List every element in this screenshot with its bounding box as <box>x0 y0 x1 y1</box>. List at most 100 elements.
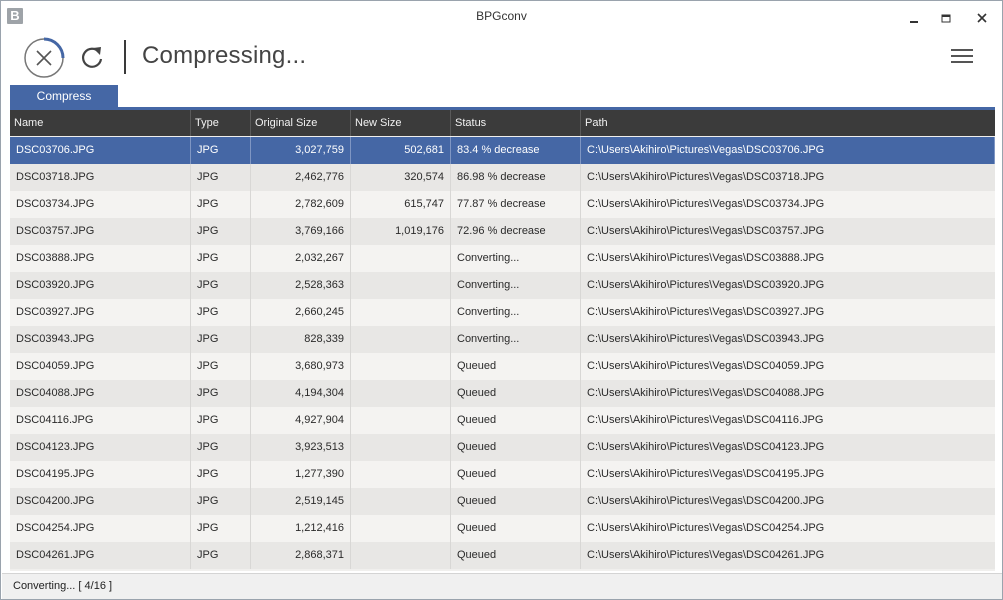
cell-type: JPG <box>191 461 251 488</box>
cell-path: C:\Users\Akihiro\Pictures\Vegas\DSC03734… <box>587 198 825 210</box>
table-row[interactable]: DSC03927.JPG JPG 2,660,245 Converting... C:\… <box>10 299 995 326</box>
cell-new-size <box>351 326 451 353</box>
cell-new-size <box>351 488 451 515</box>
cell-name: DSC04195.JPG <box>10 461 191 488</box>
cell-original-size: 2,528,363 <box>251 272 351 299</box>
cell-name: DSC03927.JPG <box>10 299 191 326</box>
cell-type: JPG <box>191 191 251 218</box>
column-header-type[interactable]: Type <box>191 110 251 136</box>
cell-type: JPG <box>191 299 251 326</box>
cell-type: JPG <box>191 218 251 245</box>
table-row[interactable]: DSC04195.JPG JPG 1,277,390 Queued C:\Users\A… <box>10 461 995 488</box>
cancel-icon <box>24 37 65 78</box>
column-header-original-size[interactable]: Original Size <box>251 110 351 136</box>
cell-name: DSC03920.JPG <box>10 272 191 299</box>
cell-status: Converting... <box>451 245 581 272</box>
menu-button[interactable] <box>951 49 973 67</box>
cell-original-size: 2,782,609 <box>251 191 351 218</box>
cell-type: JPG <box>191 515 251 542</box>
minimize-icon <box>910 21 918 23</box>
cell-new-size: 615,747 <box>351 191 451 218</box>
maximize-button[interactable] <box>931 7 961 29</box>
table-header: Name Type Original Size New Size Status … <box>10 110 995 136</box>
cell-new-size: 1,019,176 <box>351 218 451 245</box>
refresh-icon <box>81 47 103 68</box>
cell-name: DSC03888.JPG <box>10 245 191 272</box>
cell-new-size <box>351 434 451 461</box>
cell-path: C:\Users\Akihiro\Pictures\Vegas\DSC04200… <box>587 495 825 507</box>
cell-name: DSC04123.JPG <box>10 434 191 461</box>
cell-name: DSC03706.JPG <box>10 137 191 164</box>
cell-original-size: 4,927,904 <box>251 407 351 434</box>
cell-original-size: 2,660,245 <box>251 299 351 326</box>
hamburger-menu-icon <box>951 49 973 63</box>
cell-name: DSC04200.JPG <box>10 488 191 515</box>
cell-type: JPG <box>191 407 251 434</box>
minimize-button[interactable] <box>899 7 929 29</box>
table-row[interactable]: DSC03718.JPG JPG 2,462,776 320,574 86.98 % d… <box>10 164 995 191</box>
refresh-button[interactable] <box>79 43 105 71</box>
cell-original-size: 3,769,166 <box>251 218 351 245</box>
cell-type: JPG <box>191 353 251 380</box>
file-table[interactable]: Name Type Original Size New Size Status … <box>10 110 995 571</box>
title-bar[interactable]: B BPGconv <box>1 1 1002 33</box>
cell-name: DSC03734.JPG <box>10 191 191 218</box>
cell-type: JPG <box>191 164 251 191</box>
cell-new-size: 502,681 <box>351 137 451 164</box>
table-row[interactable]: DSC04200.JPG JPG 2,519,145 Queued C:\Users\A… <box>10 488 995 515</box>
cell-path: C:\Users\Akihiro\Pictures\Vegas\DSC03757… <box>587 225 825 237</box>
cell-original-size: 2,032,267 <box>251 245 351 272</box>
cell-name: DSC04116.JPG <box>10 407 191 434</box>
table-row[interactable]: DSC03943.JPG JPG 828,339 Converting... C:\Us… <box>10 326 995 353</box>
cell-status: Converting... <box>451 272 581 299</box>
cell-status: 83.4 % decrease <box>451 137 581 164</box>
cell-new-size <box>351 353 451 380</box>
cell-original-size: 1,212,416 <box>251 515 351 542</box>
cell-status: 77.87 % decrease <box>451 191 581 218</box>
cell-status: Queued <box>451 542 581 569</box>
cell-original-size: 3,923,513 <box>251 434 351 461</box>
cell-name: DSC04059.JPG <box>10 353 191 380</box>
cell-status: 86.98 % decrease <box>451 164 581 191</box>
table-row[interactable]: DSC04059.JPG JPG 3,680,973 Queued C:\Users\A… <box>10 353 995 380</box>
status-bar: Converting... [ 4/16 ] <box>2 573 1002 599</box>
close-button[interactable] <box>967 7 997 29</box>
cell-new-size <box>351 542 451 569</box>
column-header-new-size[interactable]: New Size <box>351 110 451 136</box>
cell-original-size: 2,462,776 <box>251 164 351 191</box>
cell-name: DSC04254.JPG <box>10 515 191 542</box>
table-row[interactable]: DSC04123.JPG JPG 3,923,513 Queued C:\Users\A… <box>10 434 995 461</box>
cell-new-size <box>351 380 451 407</box>
cell-status: Queued <box>451 353 581 380</box>
table-row[interactable]: DSC03706.JPG JPG 3,027,759 502,681 83.4 % de… <box>10 137 995 164</box>
table-row[interactable]: DSC03920.JPG JPG 2,528,363 Converting... C:\… <box>10 272 995 299</box>
cell-type: JPG <box>191 434 251 461</box>
cell-path: C:\Users\Akihiro\Pictures\Vegas\DSC03943… <box>587 333 825 345</box>
cell-new-size: 320,574 <box>351 164 451 191</box>
cancel-button[interactable] <box>23 37 65 79</box>
column-header-status[interactable]: Status <box>451 110 581 136</box>
tab-compress[interactable]: Compress <box>10 85 118 107</box>
cell-new-size <box>351 407 451 434</box>
column-header-name[interactable]: Name <box>10 110 191 136</box>
cell-original-size: 1,277,390 <box>251 461 351 488</box>
column-header-path[interactable]: Path <box>585 117 608 129</box>
table-row[interactable]: DSC04254.JPG JPG 1,212,416 Queued C:\Users\A… <box>10 515 995 542</box>
table-row[interactable]: DSC04088.JPG JPG 4,194,304 Queued C:\Users\A… <box>10 380 995 407</box>
cell-path: C:\Users\Akihiro\Pictures\Vegas\DSC04254… <box>587 522 825 534</box>
table-row[interactable]: DSC04116.JPG JPG 4,927,904 Queued C:\Users\A… <box>10 407 995 434</box>
table-row[interactable]: DSC03888.JPG JPG 2,032,267 Converting... C:\… <box>10 245 995 272</box>
table-row[interactable]: DSC03757.JPG JPG 3,769,166 1,019,176 72.96 %… <box>10 218 995 245</box>
cell-original-size: 3,027,759 <box>251 137 351 164</box>
cell-status: Queued <box>451 488 581 515</box>
window-title: BPGconv <box>476 9 527 23</box>
cell-path: C:\Users\Akihiro\Pictures\Vegas\DSC04261… <box>587 549 825 561</box>
cell-type: JPG <box>191 272 251 299</box>
cell-new-size <box>351 272 451 299</box>
table-row[interactable]: DSC03734.JPG JPG 2,782,609 615,747 77.87 % d… <box>10 191 995 218</box>
cell-path: C:\Users\Akihiro\Pictures\Vegas\DSC04123… <box>587 441 825 453</box>
cell-status: Queued <box>451 461 581 488</box>
cell-name: DSC03943.JPG <box>10 326 191 353</box>
table-row[interactable]: DSC04261.JPG JPG 2,868,371 Queued C:\Users\A… <box>10 542 995 569</box>
